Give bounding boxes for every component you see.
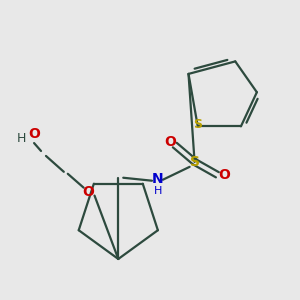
- Text: H: H: [16, 132, 26, 145]
- Text: O: O: [218, 168, 230, 182]
- Text: S: S: [190, 155, 200, 169]
- Text: H: H: [154, 186, 162, 196]
- Text: O: O: [164, 135, 176, 149]
- Text: S: S: [193, 118, 202, 131]
- Text: N: N: [152, 172, 164, 186]
- Text: O: O: [82, 184, 94, 199]
- Text: O: O: [28, 127, 40, 141]
